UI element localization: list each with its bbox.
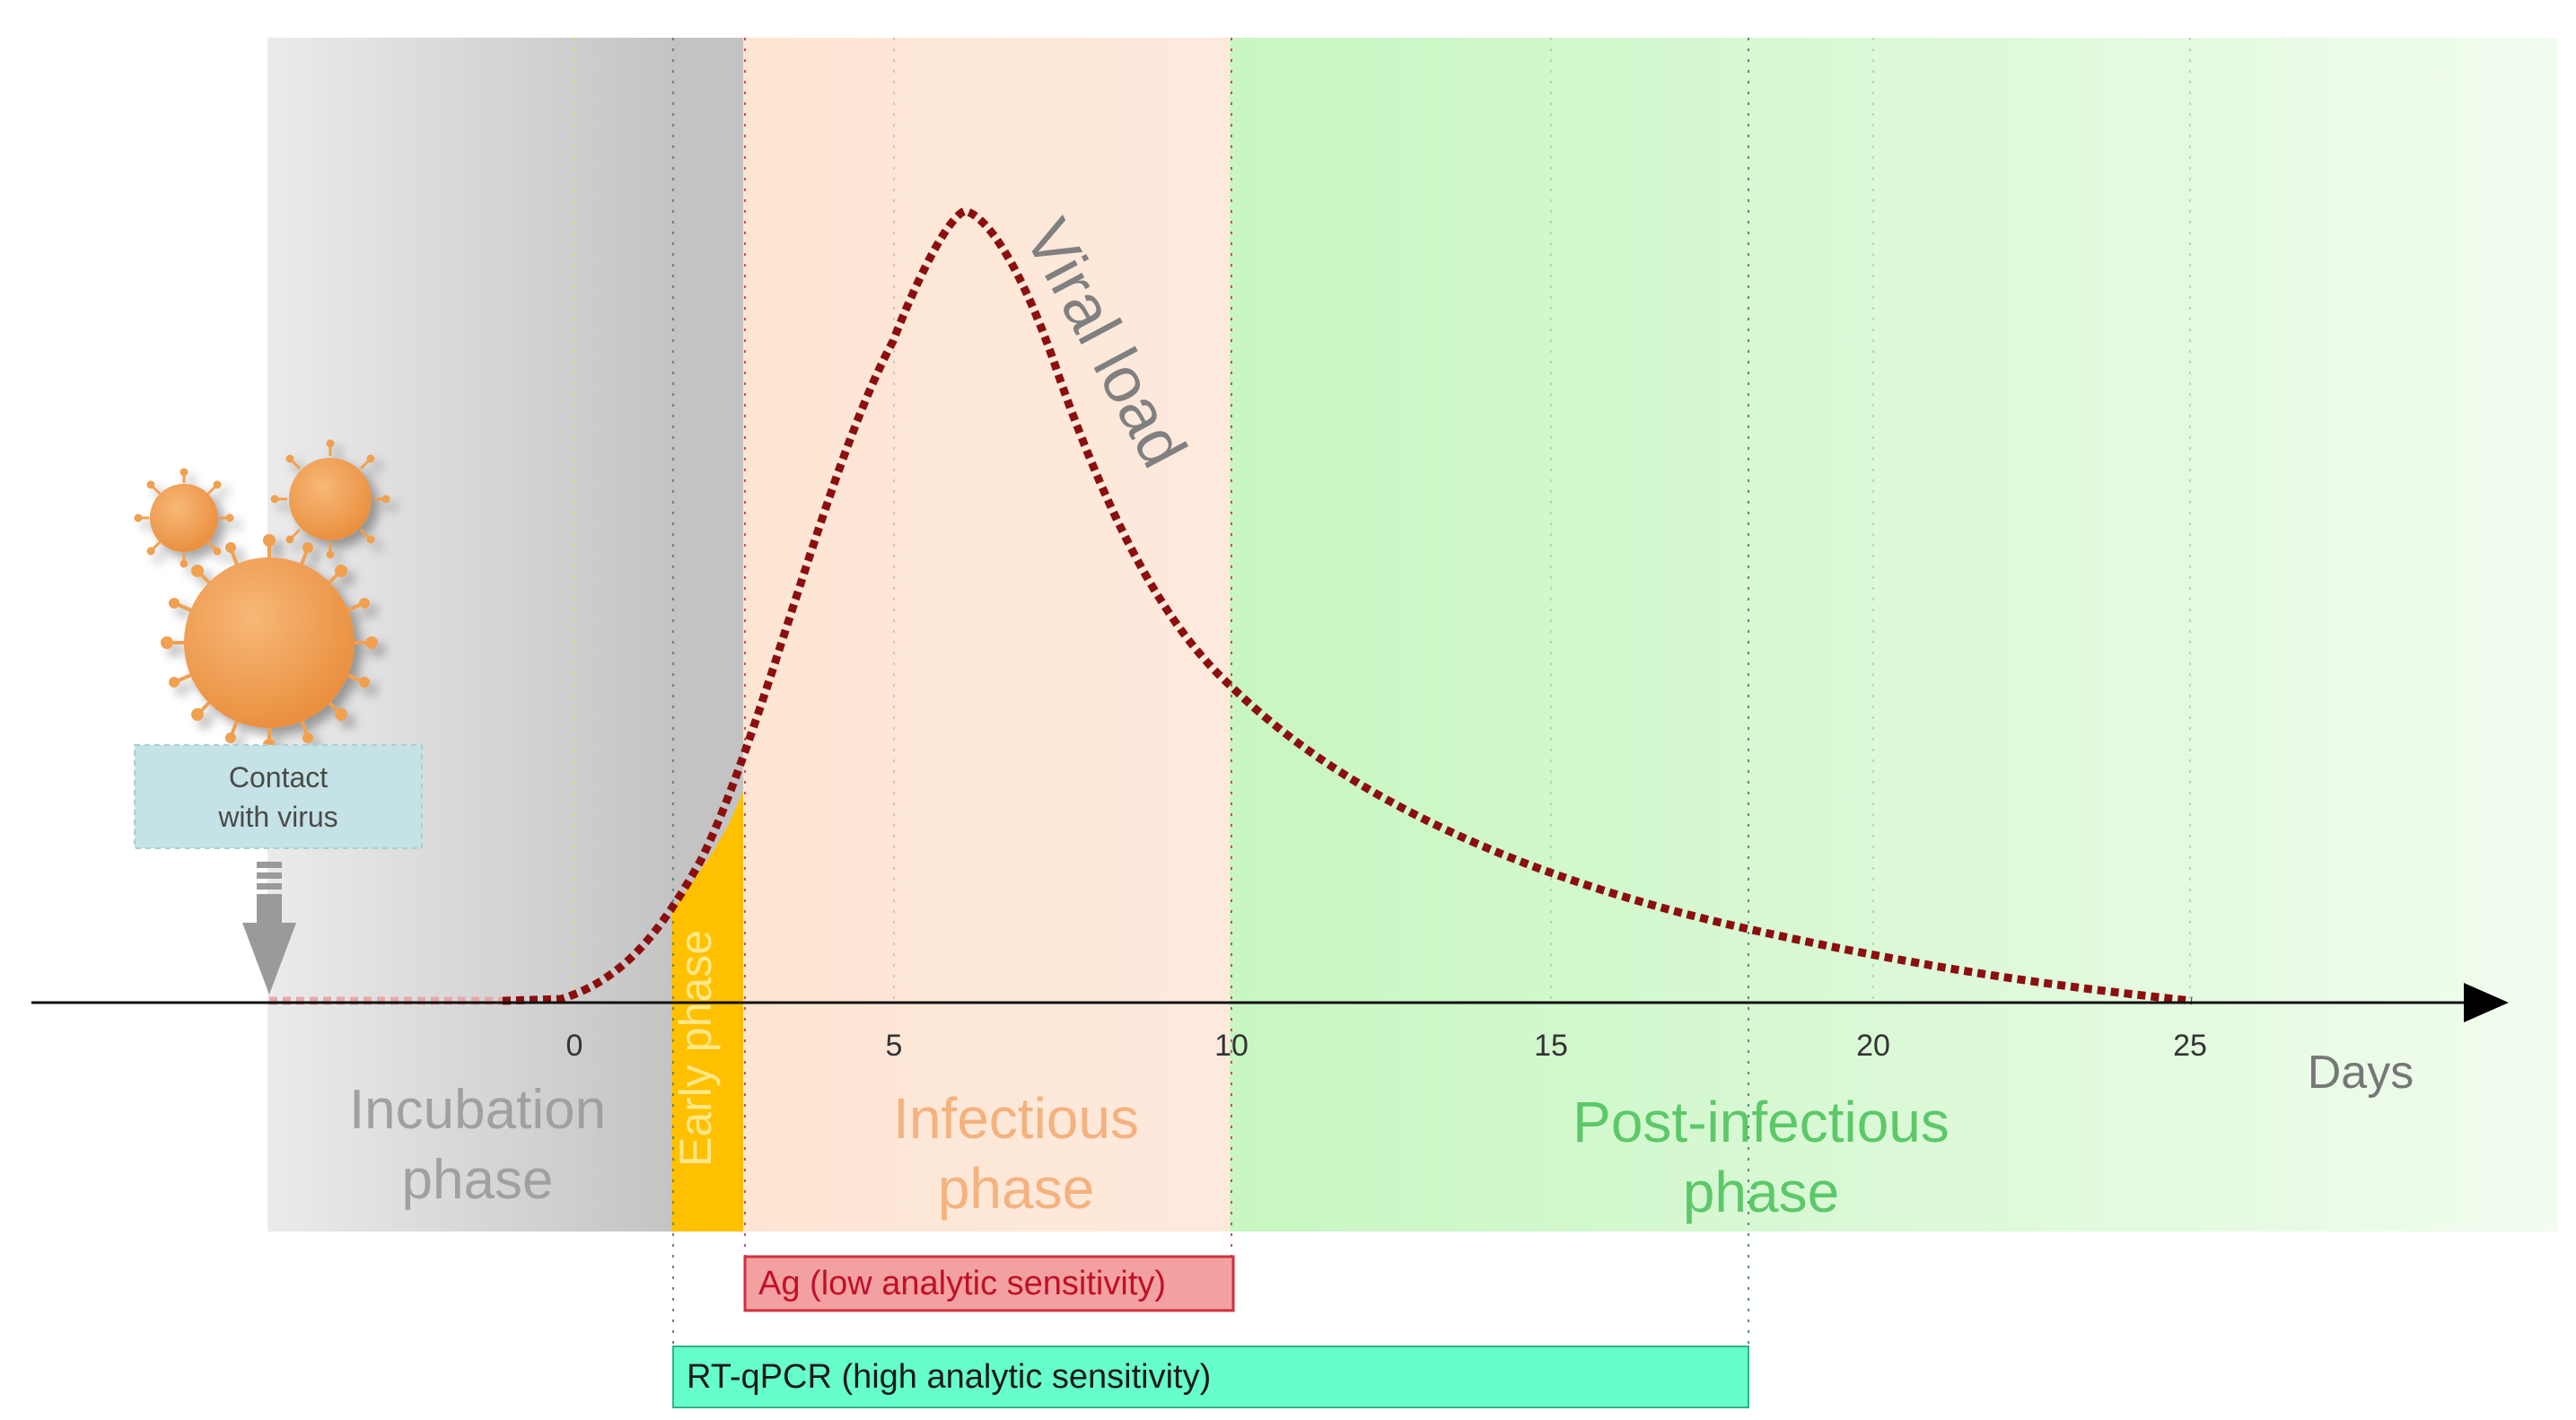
infectious-phase-label: Infectious phase: [893, 1086, 1139, 1221]
down-arrow-icon: [242, 862, 296, 995]
early-phase-label: Early phase: [670, 930, 721, 1167]
infectious-phase-band: [743, 38, 1230, 1232]
svg-text:Infectious: Infectious: [893, 1086, 1139, 1151]
tick-5: 5: [886, 1029, 903, 1063]
virus-icon: [161, 534, 378, 751]
svg-text:Post-infectious: Post-infectious: [1573, 1090, 1950, 1154]
tick-20: 20: [1856, 1029, 1890, 1063]
axis-unit-label: Days: [2308, 1047, 2414, 1099]
tick-10: 10: [1214, 1029, 1249, 1063]
svg-text:with virus: with virus: [217, 801, 337, 833]
contact-box: [134, 744, 423, 849]
svg-text:phase: phase: [938, 1156, 1094, 1221]
tick-0: 0: [566, 1029, 583, 1063]
early-phase-fill: [671, 792, 743, 1232]
svg-text:phase: phase: [402, 1149, 554, 1211]
post-infectious-phase-band: [1230, 38, 2558, 1232]
svg-text:Incubation: Incubation: [349, 1079, 606, 1141]
virus-icon: [134, 468, 234, 568]
tick-25: 25: [2173, 1029, 2207, 1063]
ag-test-label: Ag (low analytic sensitivity): [758, 1265, 1166, 1302]
rtqpcr-test-bar: [672, 1345, 1749, 1408]
viral-load-curve: [502, 206, 2193, 1005]
tick-15: 15: [1534, 1029, 1568, 1063]
ag-test-bar: [743, 1255, 1235, 1312]
incubation-phase-label: Incubation phase: [349, 1079, 606, 1211]
virus-icon: [270, 439, 390, 559]
axis-ticks: 0 5 10 15 20 25: [566, 1029, 2207, 1063]
svg-text:Contact: Contact: [229, 761, 328, 793]
time-axis-arrowhead-icon: [2464, 983, 2509, 1022]
post-infectious-phase-label: Post-infectious phase: [1573, 1090, 1950, 1224]
contact-label: Contact with virus: [217, 761, 337, 833]
rtqpcr-test-label: RT-qPCR (high analytic sensitivity): [687, 1358, 1211, 1396]
svg-text:phase: phase: [1683, 1160, 1839, 1224]
